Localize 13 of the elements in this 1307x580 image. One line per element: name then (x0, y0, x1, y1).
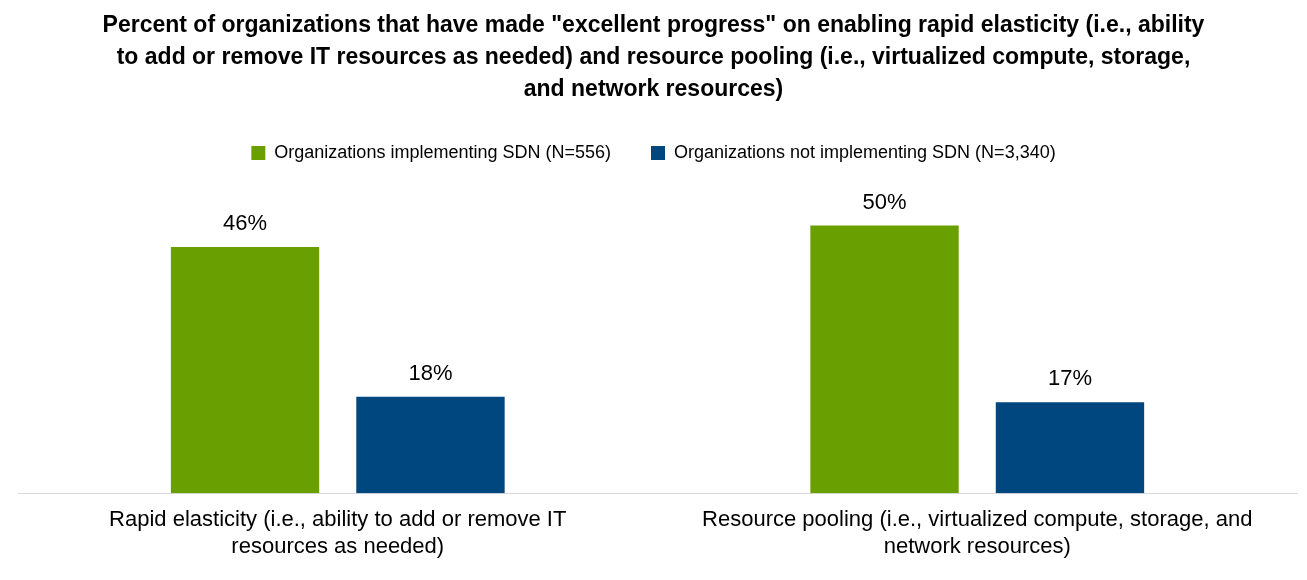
bar (995, 402, 1145, 494)
data-label: 46% (223, 210, 268, 236)
legend-label: Organizations not implementing SDN (N=3,340) (673, 141, 1056, 162)
legend-label: Organizations implementing SDN (N=556) (274, 141, 611, 162)
bar (810, 225, 959, 494)
data-label: 50% (862, 188, 907, 214)
x-tick-label: Resource pooling (i.e., virtualized compute, storage, and network resources) (702, 506, 1253, 558)
bar (356, 396, 505, 494)
chart-title: Percent of organizations that have made "excellent progress" on enabling rapid elasticity (i.e., ability to add or remove IT resources as needed) and resource pooling (i.e., virtualized compute, storage, and network resources) (101, 10, 1206, 103)
data-label: 17% (1047, 365, 1092, 391)
data-label: 18% (408, 359, 453, 385)
x-tick-label: Rapid elasticity (i.e., ability to add or remove IT resources as needed) (109, 506, 567, 558)
bar (170, 246, 320, 494)
